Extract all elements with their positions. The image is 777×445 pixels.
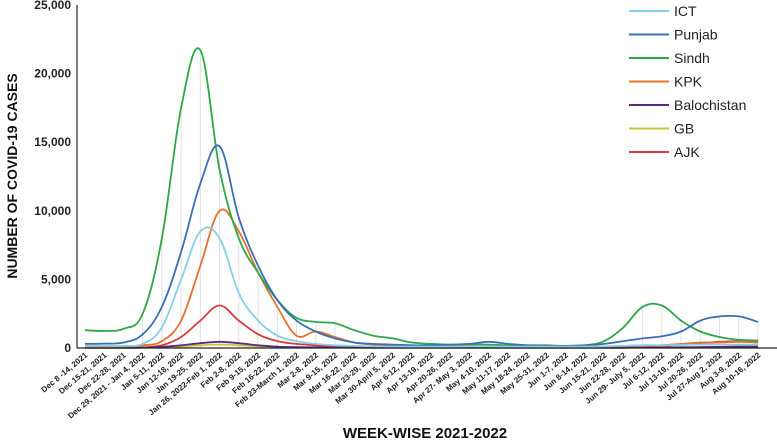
y-tick-label: 10,000 [34,204,71,218]
axes [76,5,777,349]
legend-label-kpk: KPK [674,74,703,90]
legend-label-balochistan: Balochistan [674,97,746,113]
legend-label-gb: GB [674,121,694,137]
y-tick-labels: 0 5,000 10,000 15,000 20,000 25,000 [34,0,71,355]
series-line-ajk [84,304,759,349]
y-tick-label: 25,000 [34,0,71,12]
y-tick-label: 5,000 [41,272,71,286]
series-line-kpk [84,208,759,348]
legend-label-ajk: AJK [674,144,700,160]
legend-label-punjab: Punjab [674,27,718,43]
series-line-sindh [84,47,759,347]
series-line-punjab [84,144,759,347]
y-axis-title: NUMBER OF COVID-19 CASES [4,73,20,278]
legend: ICT Punjab Sindh KPK Balochistan GB AJK [629,3,746,160]
legend-label-sindh: Sindh [674,50,710,66]
series-line-ict [84,226,758,348]
y-tick-label: 0 [64,341,71,355]
series-layer [84,47,759,349]
y-tick-label: 20,000 [34,67,71,81]
legend-label-ict: ICT [674,3,697,19]
x-axis-title: WEEK-WISE 2021-2022 [343,425,507,442]
y-tick-label: 15,000 [34,135,71,149]
